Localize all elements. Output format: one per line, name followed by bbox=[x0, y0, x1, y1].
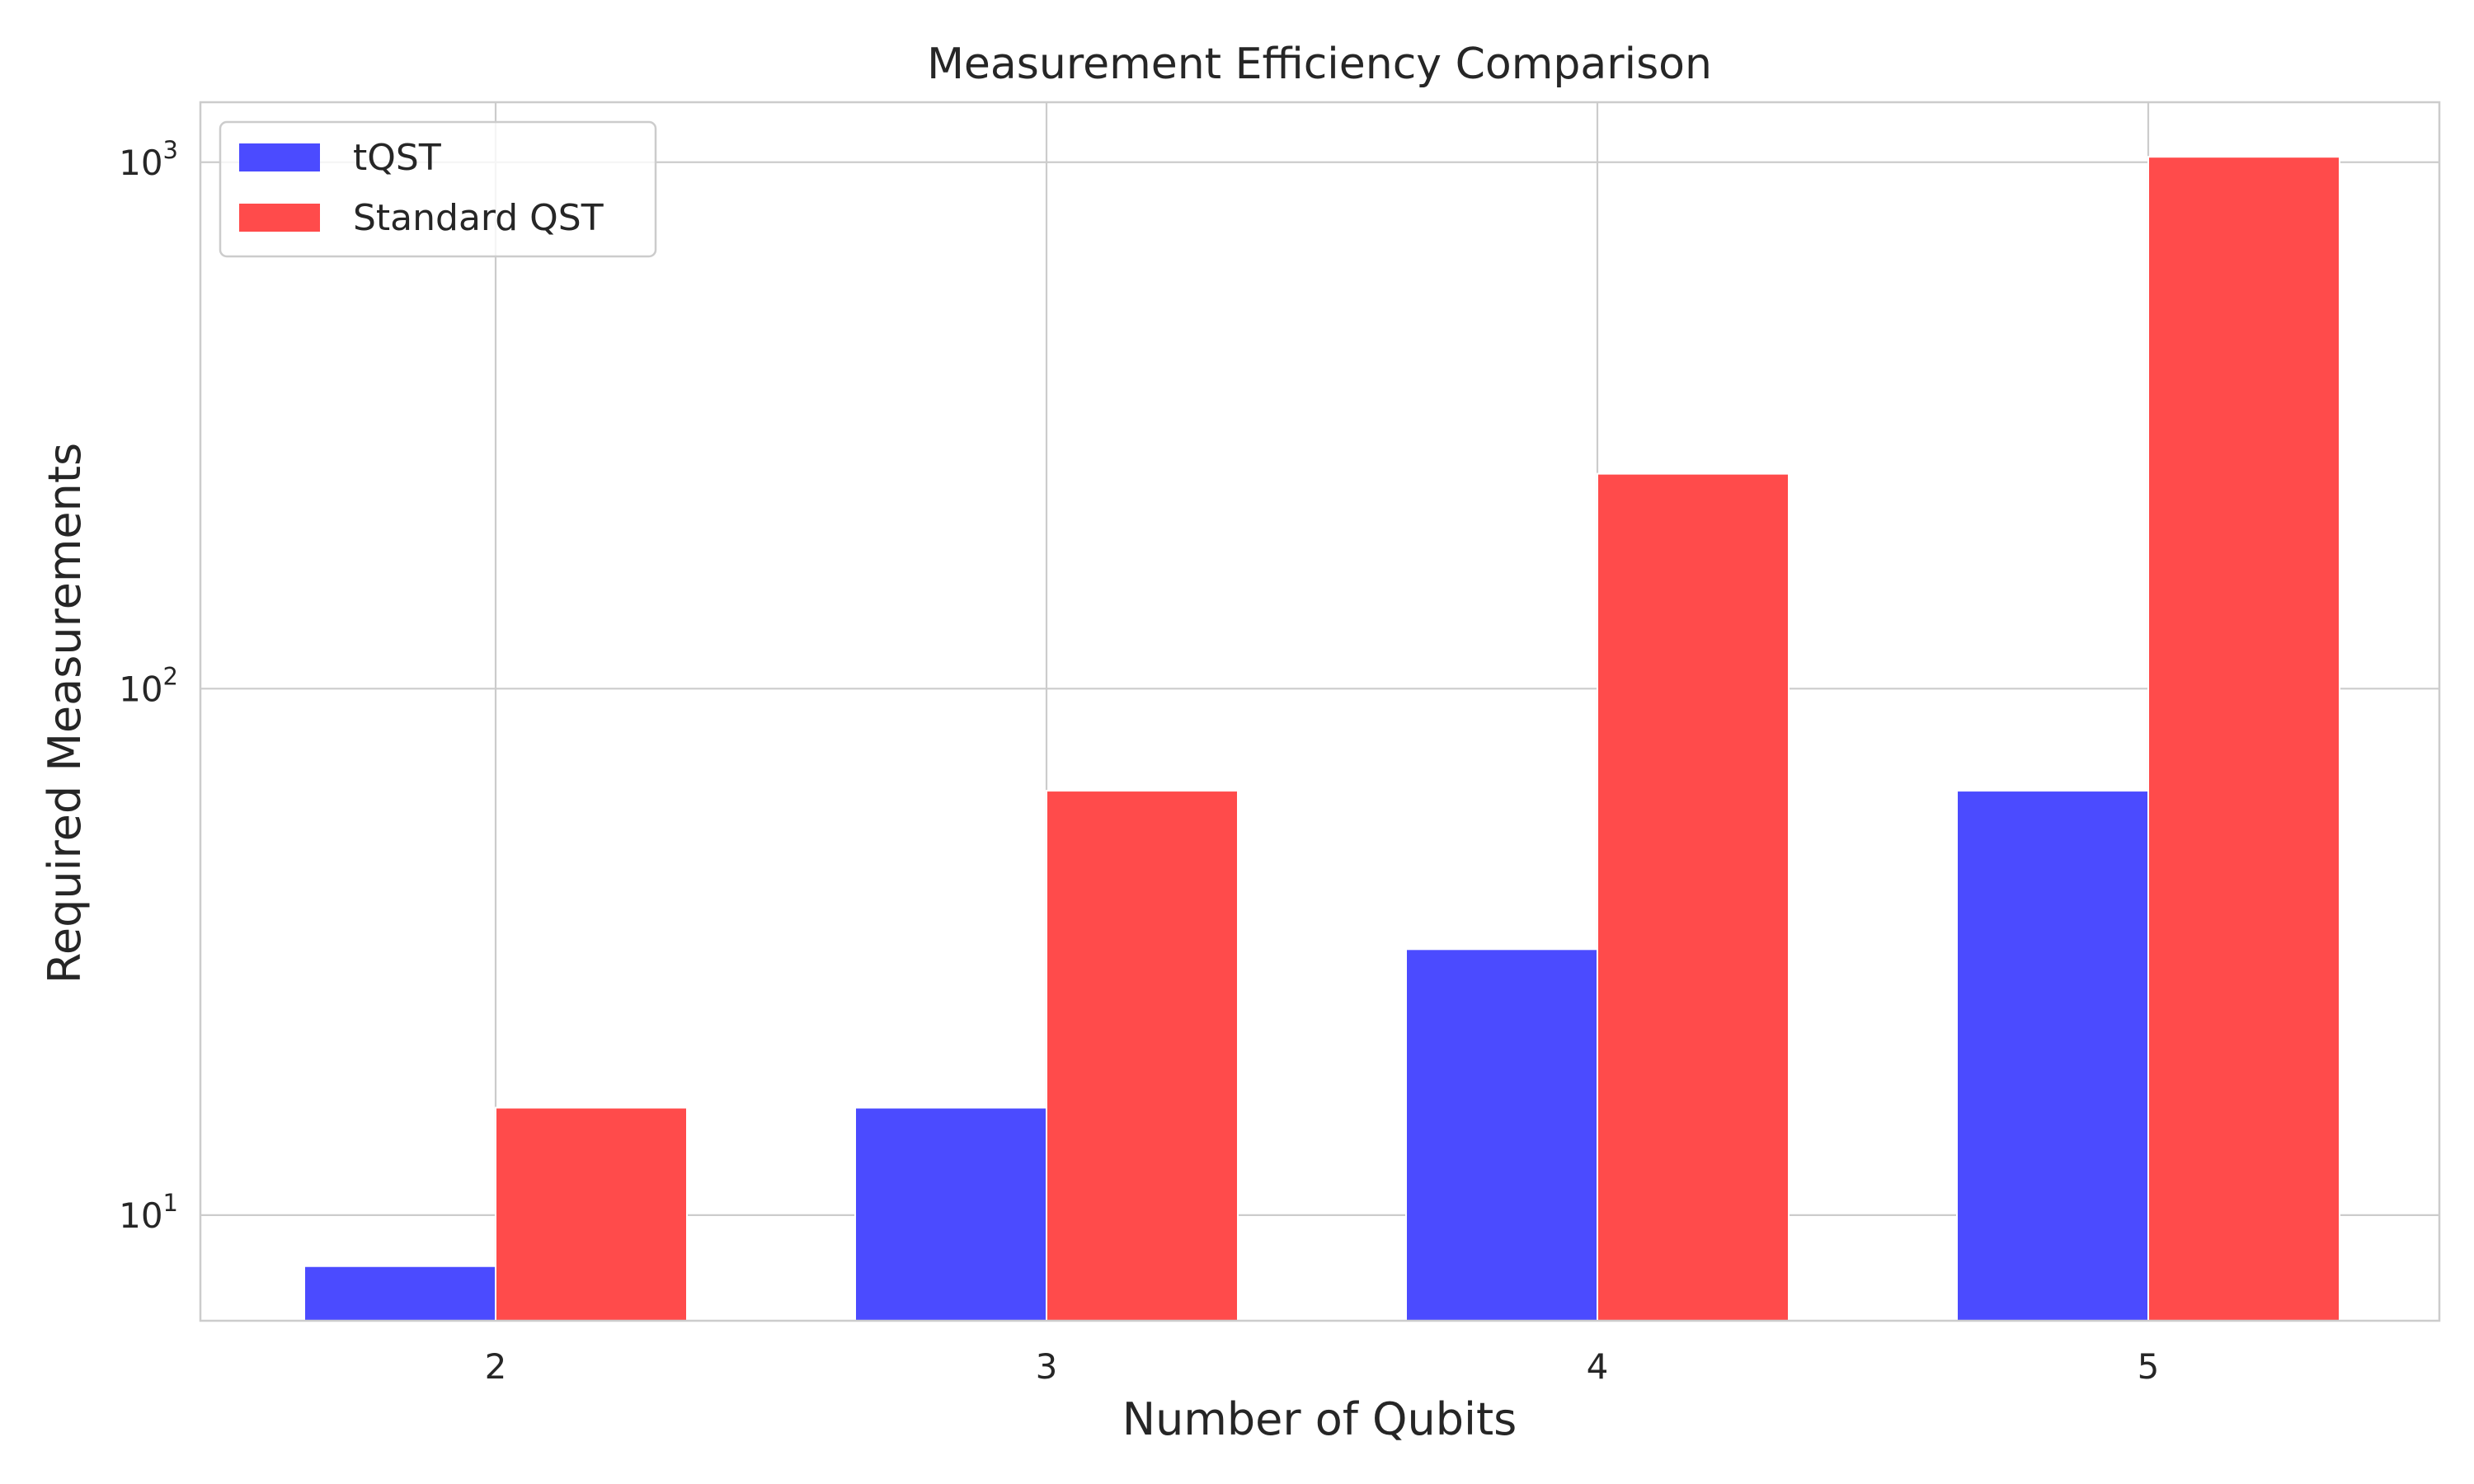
x-tick-label-3: 3 bbox=[1036, 1346, 1058, 1387]
y-tick-label: 101 bbox=[119, 1189, 178, 1236]
bar-standard-qst-4 bbox=[1597, 472, 1790, 1322]
x-axis-label: Number of Qubits bbox=[1122, 1393, 1517, 1445]
y-tick-label: 103 bbox=[119, 136, 178, 183]
x-axis-ticks: 2 3 4 5 bbox=[485, 1346, 2160, 1387]
bar-standard-qst-3 bbox=[1046, 790, 1239, 1322]
legend-swatch-standard-qst bbox=[239, 204, 320, 232]
y-tick-label: 102 bbox=[119, 662, 178, 709]
chart-title: Measurement Efficiency Comparison bbox=[927, 40, 1712, 89]
bar-tqst-2 bbox=[303, 1265, 496, 1322]
bar-tqst-4 bbox=[1405, 948, 1598, 1322]
plot-frame bbox=[199, 101, 2441, 1322]
x-tick-label-2: 2 bbox=[485, 1346, 507, 1387]
bar-standard-qst-2 bbox=[495, 1106, 688, 1322]
legend-swatch-tqst bbox=[239, 143, 320, 171]
y-axis-label: Required Measurements bbox=[39, 443, 91, 984]
x-tick-label-5: 5 bbox=[2138, 1346, 2160, 1387]
legend-box bbox=[219, 120, 657, 258]
x-tick-label-4: 4 bbox=[1587, 1346, 1609, 1387]
legend-label-standard-qst: Standard QST bbox=[353, 197, 604, 239]
bar-tqst-3 bbox=[854, 1106, 1047, 1322]
bar-standard-qst-5 bbox=[2147, 156, 2340, 1322]
legend-label-tqst: tQST bbox=[353, 137, 441, 179]
y-axis-ticks: 101 102 103 bbox=[119, 136, 178, 1236]
bar-tqst-5 bbox=[1956, 790, 2149, 1322]
legend: tQST Standard QST bbox=[219, 120, 657, 258]
